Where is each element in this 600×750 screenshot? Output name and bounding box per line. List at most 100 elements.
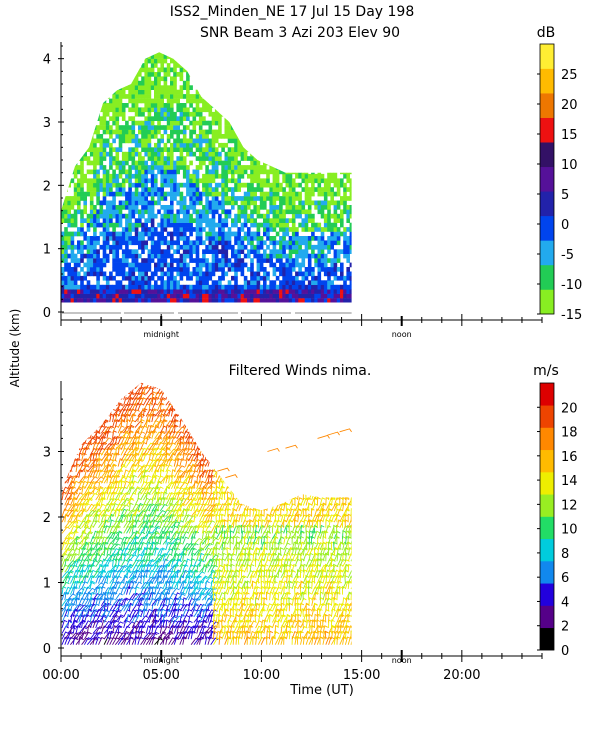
snr-cell [323, 85, 328, 90]
snr-cell [291, 236, 296, 241]
snr-cell [202, 52, 206, 55]
snr-cell [227, 258, 232, 263]
wind-barb [95, 403, 103, 412]
snr-cell [163, 196, 168, 201]
snr-cell [112, 156, 116, 161]
snr-cell [282, 280, 286, 285]
snr-cell [77, 120, 81, 126]
snr-cell [154, 116, 158, 121]
snr-cell [327, 142, 331, 148]
snr-cell [115, 222, 120, 228]
snr-cell [150, 103, 155, 108]
snr-cell [227, 111, 232, 117]
wind-barb [81, 630, 88, 640]
snr-cell [275, 165, 280, 170]
wind-barb [72, 475, 79, 484]
snr-cell [291, 147, 296, 152]
snr-cell [323, 138, 328, 144]
snr-cell [224, 298, 229, 303]
snr-cell [131, 165, 136, 170]
snr-cell [349, 134, 352, 139]
snr-cell [73, 244, 78, 250]
snr-cell [256, 173, 261, 179]
snr-cell [218, 125, 222, 130]
snr-cell [192, 298, 197, 303]
snr-cell [269, 262, 273, 268]
snr-cell [253, 98, 257, 104]
snr-cell [336, 165, 341, 170]
snr-cell [240, 267, 245, 272]
snr-cell [115, 262, 120, 268]
snr-cell [198, 227, 203, 232]
snr-cell [323, 72, 328, 77]
snr-cell [240, 213, 245, 219]
snr-cell [99, 151, 104, 157]
snr-cell [282, 125, 286, 130]
snr-cell [154, 253, 158, 259]
snr-cell [173, 80, 177, 86]
snr-cell [141, 54, 145, 59]
snr-cell [221, 196, 225, 201]
snr-cell [170, 156, 174, 161]
snr-cell [176, 258, 180, 263]
snr-cell [73, 222, 78, 228]
snr-cell [282, 218, 286, 223]
snr-cell [211, 85, 216, 90]
snr-cell [96, 52, 100, 55]
snr-cell [237, 169, 241, 175]
snr-cell [269, 191, 273, 197]
snr-cell [138, 209, 142, 215]
snr-cell [218, 191, 222, 197]
snr-cell [134, 249, 139, 254]
snr-cell [144, 191, 148, 197]
snr-cell [86, 267, 91, 272]
snr-cell [243, 58, 248, 64]
snr-cell [307, 271, 312, 277]
snr-cell [89, 76, 94, 82]
snr-cell [138, 72, 142, 77]
snr-cell [166, 271, 171, 277]
snr-cell [231, 169, 235, 175]
snr-cell [282, 196, 286, 201]
snr-cell [208, 289, 213, 294]
wind-barb [103, 503, 111, 512]
wind-barb [83, 541, 90, 551]
snr-cell [317, 293, 322, 299]
snr-marker-label: midnight [143, 330, 179, 339]
snr-cell [192, 244, 197, 250]
snr-cell [240, 156, 245, 161]
snr-cell [340, 200, 344, 206]
snr-cell [141, 80, 145, 86]
snr-cell [83, 85, 87, 90]
snr-cell [224, 67, 229, 73]
snr-cell [256, 227, 261, 232]
snr-cell [157, 293, 161, 299]
snr-cell [99, 258, 104, 263]
snr-cell [311, 89, 315, 95]
snr-cell [186, 72, 190, 77]
snr-cell [282, 187, 286, 192]
snr-cell [295, 116, 299, 121]
snr-cell [275, 222, 280, 228]
snr-cell [333, 289, 338, 294]
snr-cell [205, 173, 209, 179]
snr-cell [317, 63, 322, 68]
snr-cell [227, 89, 232, 95]
snr-cell [86, 138, 91, 144]
snr-cell [285, 209, 290, 215]
snr-cell [323, 200, 328, 206]
snr-cell [343, 231, 347, 237]
wind-barb [64, 408, 71, 417]
wind-barb [95, 441, 102, 451]
snr-cell [138, 45, 142, 50]
snr-cell [73, 218, 78, 223]
snr-cell [211, 262, 216, 268]
snr-cell [96, 138, 100, 144]
snr-cell [86, 284, 91, 290]
snr-cell [64, 209, 68, 215]
snr-cell [301, 178, 306, 184]
snr-cell [240, 244, 245, 250]
snr-cell [144, 258, 148, 263]
snr-cell [205, 191, 209, 197]
